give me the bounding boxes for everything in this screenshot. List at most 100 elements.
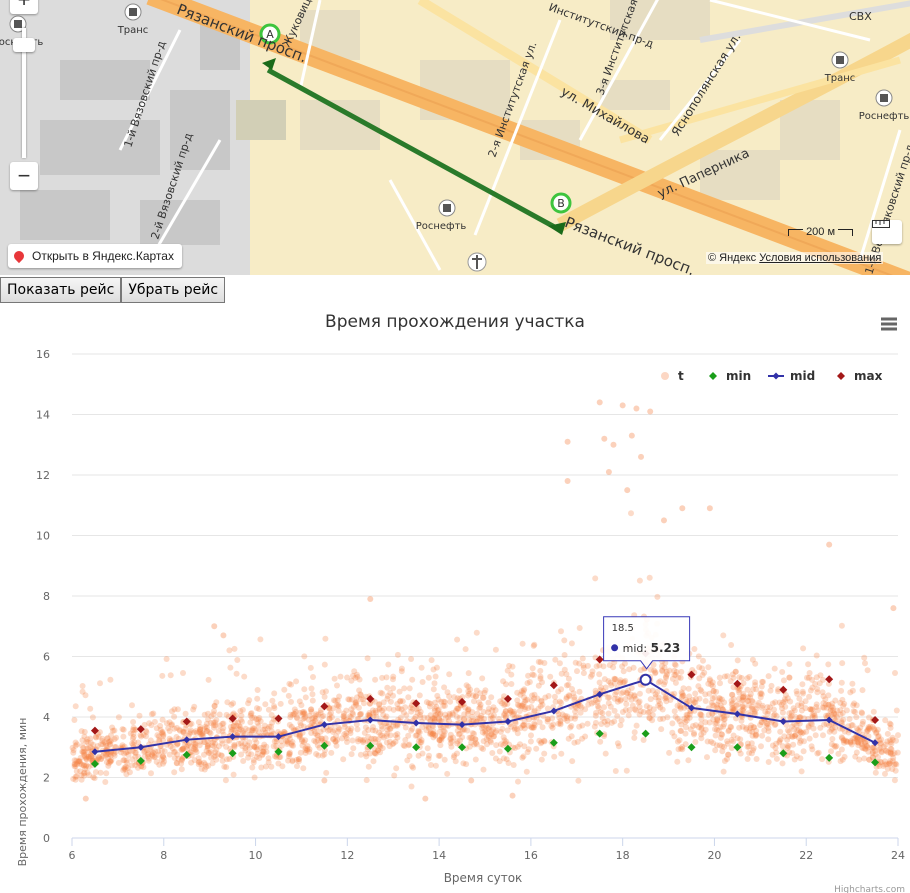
poi-rosneft-center[interactable]: Роснефть bbox=[416, 199, 467, 232]
zoom-out-button[interactable]: − bbox=[10, 162, 38, 190]
map-area[interactable]: A B Рязанский просп. Рязанский просп. ул… bbox=[0, 0, 910, 275]
scatter-point bbox=[400, 709, 407, 716]
scatter-point bbox=[173, 734, 180, 740]
scatter-point bbox=[690, 723, 696, 729]
scatter-point bbox=[500, 678, 507, 685]
scatter-point bbox=[633, 405, 640, 412]
legend[interactable]: t min mid max bbox=[661, 369, 883, 383]
scatter-point bbox=[365, 733, 372, 740]
scatter-point bbox=[425, 723, 432, 730]
scatter-point bbox=[847, 739, 854, 746]
scatter-point bbox=[764, 710, 771, 717]
scatter-point bbox=[525, 722, 532, 729]
scatter-point bbox=[136, 712, 143, 719]
legend-item-t[interactable]: t bbox=[661, 369, 684, 383]
scatter-point bbox=[138, 733, 145, 740]
scatter-point bbox=[369, 707, 376, 714]
scatter-point bbox=[228, 701, 235, 708]
scatter-point bbox=[759, 704, 766, 711]
scatter-point bbox=[231, 741, 238, 748]
scatter-point bbox=[893, 737, 899, 744]
scatter-point bbox=[490, 726, 497, 733]
scatter-point bbox=[70, 749, 77, 756]
scatter-point bbox=[102, 752, 109, 759]
scatter-point bbox=[698, 731, 705, 738]
scatter-point bbox=[197, 726, 203, 733]
scatter-point bbox=[649, 711, 656, 718]
scatter-point bbox=[260, 748, 267, 755]
zoom-control[interactable]: + − bbox=[10, 0, 38, 190]
scatter-point bbox=[662, 693, 669, 700]
scatter-point bbox=[784, 742, 791, 749]
poi-rosneft-right[interactable]: Роснефть bbox=[859, 89, 910, 122]
scatter-point bbox=[541, 660, 548, 666]
scatter-point bbox=[355, 736, 362, 742]
point-max bbox=[825, 675, 834, 684]
show-route-button[interactable]: Показать рейс bbox=[0, 277, 122, 303]
scatter-point bbox=[294, 715, 301, 722]
zoom-in-button[interactable]: + bbox=[10, 0, 38, 14]
legend-item-min[interactable]: min bbox=[709, 369, 751, 383]
zoom-slider-handle[interactable] bbox=[13, 38, 35, 52]
scatter-point bbox=[851, 738, 858, 745]
scatter-point bbox=[357, 691, 364, 698]
scatter-point bbox=[874, 726, 881, 733]
scatter-point bbox=[740, 694, 747, 701]
chart-menu-button[interactable] bbox=[878, 316, 900, 334]
scatter-point bbox=[750, 745, 757, 752]
ruler-button[interactable] bbox=[872, 220, 902, 244]
scatter-point bbox=[83, 755, 90, 762]
scatter-point bbox=[465, 688, 472, 695]
poi-trans-right[interactable]: Транс bbox=[824, 51, 856, 84]
scatter-point bbox=[466, 690, 473, 697]
scatter-point bbox=[788, 709, 795, 716]
scatter-point bbox=[647, 696, 654, 703]
scatter-point bbox=[349, 709, 356, 716]
scatter-point bbox=[123, 771, 130, 778]
marker-b[interactable]: B bbox=[548, 192, 572, 235]
scatter-point bbox=[501, 712, 507, 719]
scatter-point bbox=[537, 673, 544, 680]
scatter-point bbox=[220, 725, 227, 732]
scatter-point bbox=[531, 691, 538, 698]
scatter-point bbox=[360, 736, 367, 743]
scatter-point bbox=[506, 662, 513, 669]
scatter-point bbox=[332, 738, 339, 745]
scatter-point bbox=[141, 721, 148, 728]
legend-item-max[interactable]: max bbox=[837, 369, 883, 383]
scatter-point bbox=[271, 690, 278, 697]
scatter-point bbox=[87, 753, 94, 760]
poi-trans-left[interactable]: Транс bbox=[117, 3, 149, 36]
scatter-point bbox=[610, 664, 617, 671]
scatter-point bbox=[293, 756, 300, 763]
scatter-point bbox=[677, 745, 684, 752]
point-min bbox=[320, 741, 329, 750]
scatter-point bbox=[843, 707, 850, 714]
scatter-point bbox=[752, 733, 759, 739]
scatter-point bbox=[559, 711, 566, 718]
scatter-point bbox=[479, 725, 486, 732]
open-in-yandex-button[interactable]: Открыть в Яндекс.Картах bbox=[8, 244, 182, 268]
scatter-point bbox=[372, 676, 379, 683]
scatter-point bbox=[353, 721, 360, 728]
terms-link[interactable]: Условия использования bbox=[759, 252, 882, 264]
scatter-point bbox=[430, 723, 437, 730]
scatter-point bbox=[798, 768, 805, 775]
scatter-point bbox=[383, 733, 390, 739]
scatter-point bbox=[107, 757, 114, 764]
credits-link[interactable]: Highcharts.com bbox=[834, 885, 905, 893]
scatter-point bbox=[319, 735, 326, 742]
scatter-point bbox=[767, 687, 774, 694]
scatter-point bbox=[103, 770, 110, 777]
remove-route-button[interactable]: Убрать рейс bbox=[121, 277, 226, 303]
scatter-point bbox=[349, 696, 355, 703]
scatter-point bbox=[696, 664, 703, 671]
marker-a[interactable]: A bbox=[259, 23, 281, 70]
zoom-slider-track[interactable] bbox=[22, 28, 26, 158]
scatter-point bbox=[796, 714, 803, 721]
scatter-point bbox=[431, 680, 438, 687]
scatter-point bbox=[825, 692, 832, 699]
scatter-point bbox=[601, 704, 607, 711]
legend-label: min bbox=[726, 369, 751, 383]
legend-item-mid[interactable]: mid bbox=[768, 369, 815, 383]
